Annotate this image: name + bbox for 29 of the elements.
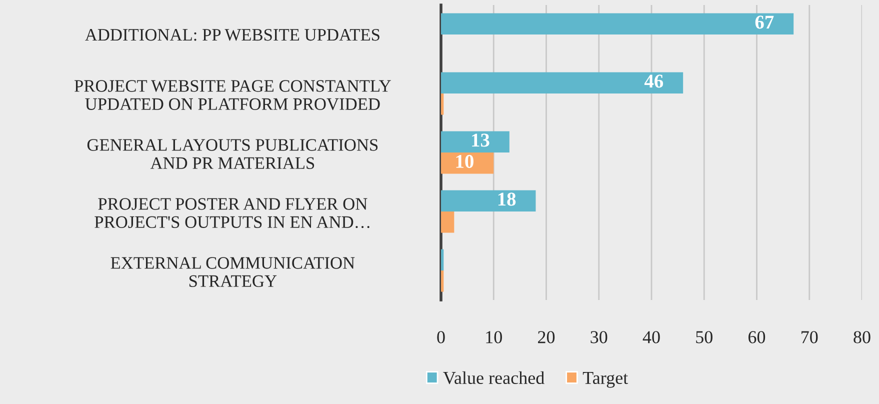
data-label: 13 bbox=[472, 134, 490, 147]
bar bbox=[441, 190, 536, 212]
y-tick-label: ADDITIONAL: PP WEBSITE UPDATES bbox=[85, 29, 380, 41]
y-tick-label: PROJECT WEBSITE PAGE CONSTANTLY UPDATED ON PLATFORM PROVIDED bbox=[74, 80, 391, 110]
x-tick-label: 30 bbox=[590, 331, 608, 344]
bar bbox=[441, 13, 794, 34]
x-tick-label: 80 bbox=[854, 331, 870, 344]
x-tick-label: 70 bbox=[802, 331, 818, 344]
x-tick-label: 20 bbox=[538, 331, 555, 344]
x-tick-label: 10 bbox=[486, 331, 502, 344]
y-tick-label: GENERAL LAYOUTS PUBLICATIONS AND PR MATERIALS bbox=[87, 139, 378, 169]
x-tick-label: 0 bbox=[437, 331, 445, 344]
legend-label: Value reached bbox=[443, 371, 544, 384]
bar bbox=[441, 131, 510, 152]
data-label: 10 bbox=[456, 154, 474, 168]
y-tick-label: EXTERNAL COMMUNICATION STRATEGY bbox=[110, 257, 355, 287]
bar bbox=[441, 212, 454, 233]
data-label: 18 bbox=[498, 192, 516, 206]
x-tick-label: 60 bbox=[748, 331, 766, 344]
data-label: 67 bbox=[755, 16, 774, 29]
bar bbox=[441, 72, 684, 94]
x-tick-label: 40 bbox=[642, 331, 660, 344]
bar bbox=[441, 270, 444, 292]
data-label: 46 bbox=[644, 74, 664, 88]
legend-label: Target bbox=[582, 372, 628, 388]
y-tick-label: PROJECT POSTER AND FLYER ON PROJECT'S OUTPUTS IN EN AND… bbox=[94, 198, 370, 228]
bar bbox=[441, 249, 444, 270]
bar bbox=[441, 94, 444, 115]
x-tick-label: 50 bbox=[696, 331, 712, 344]
